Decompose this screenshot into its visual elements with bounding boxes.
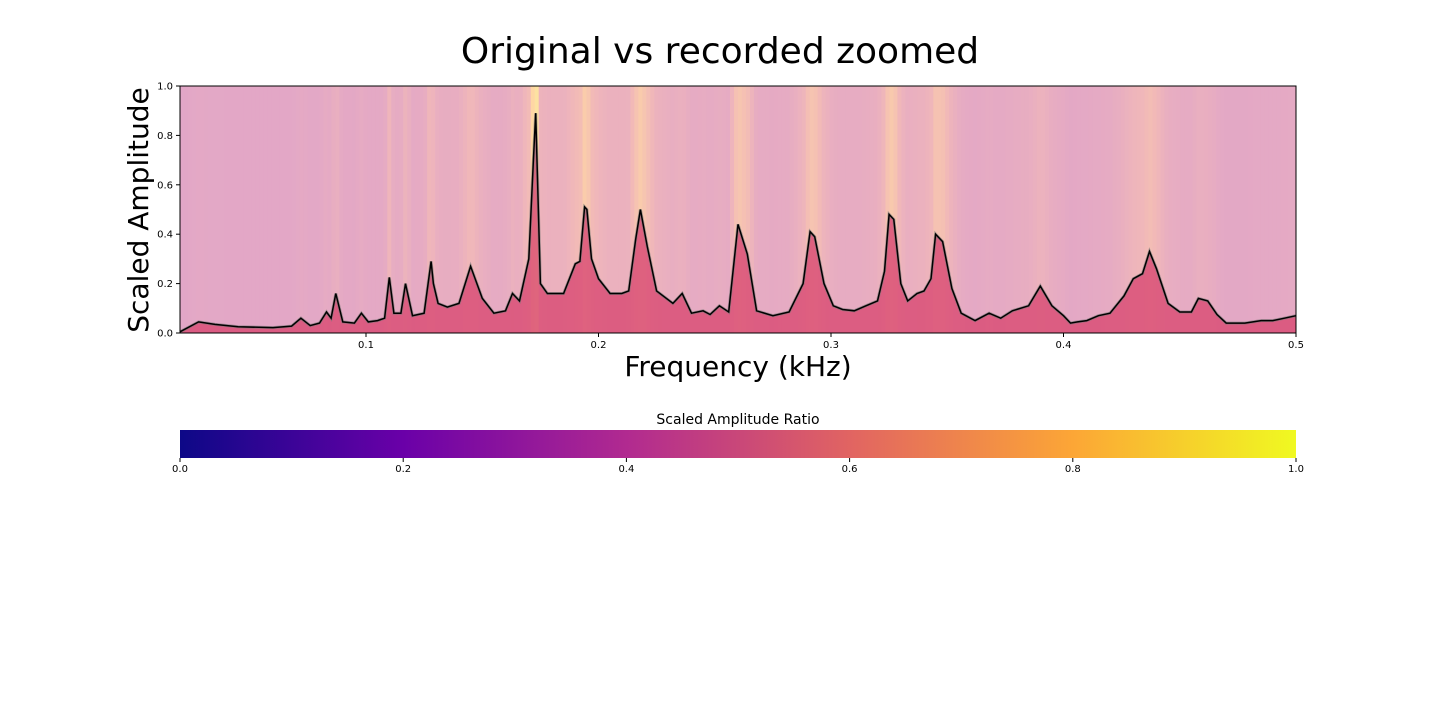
y-axis-ticks: 0.0 0.2 0.4 0.6 0.8 1.0 — [157, 82, 180, 340]
y-tick-label: 0.0 — [157, 329, 173, 340]
amplitude-area — [180, 113, 1296, 333]
colorbar-tick-label: 0.0 — [172, 464, 188, 475]
colorbar-label: Scaled Amplitude Ratio — [656, 412, 819, 428]
y-tick-label: 0.4 — [157, 230, 173, 241]
colorbar-ticks: 0.0 0.2 0.4 0.6 0.8 1.0 — [172, 458, 1304, 475]
x-tick-label: 0.4 — [1056, 340, 1072, 351]
x-tick-label: 0.2 — [591, 340, 607, 351]
y-tick-label: 0.2 — [157, 279, 173, 290]
y-axis-label: Scaled Amplitude — [122, 87, 155, 333]
colorbar-gradient — [180, 430, 1296, 458]
y-tick-label: 0.8 — [157, 131, 173, 142]
colorbar-tick-label: 0.6 — [842, 464, 858, 475]
x-tick-label: 0.3 — [823, 340, 839, 351]
chart-title: Original vs recorded zoomed — [461, 31, 979, 72]
amplitude-line — [179, 113, 1297, 333]
x-axis-ticks: 0.1 0.2 0.3 0.4 0.5 — [358, 333, 1304, 351]
colorbar-tick-label: 0.4 — [618, 464, 634, 475]
x-tick-label: 0.5 — [1288, 340, 1304, 351]
plot-area — [179, 85, 1297, 334]
x-tick-label: 0.1 — [358, 340, 374, 351]
plot-frame — [179, 85, 1297, 334]
y-tick-label: 1.0 — [157, 82, 173, 93]
y-tick-label: 0.6 — [157, 180, 173, 191]
colorbar-tick-label: 0.8 — [1065, 464, 1081, 475]
colorbar-tick-label: 0.2 — [395, 464, 411, 475]
colorbar-tick-label: 1.0 — [1288, 464, 1304, 475]
colorbar: Scaled Amplitude Ratio 0.0 0.2 0.4 0.6 0.8 1.… — [172, 412, 1304, 475]
x-axis-label: Frequency (kHz) — [624, 350, 851, 383]
